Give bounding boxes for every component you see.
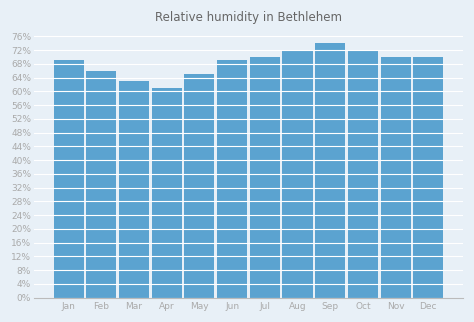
Bar [348,50,378,298]
Bar [184,74,214,298]
Bar [119,81,149,298]
Title: Relative humidity in Bethlehem: Relative humidity in Bethlehem [155,11,342,24]
Bar [152,88,182,298]
Bar [217,61,247,298]
Bar [315,43,345,298]
Bar [413,57,443,298]
Bar [86,71,116,298]
Bar [283,50,312,298]
Bar [54,61,83,298]
Bar [250,57,280,298]
Bar [381,57,410,298]
